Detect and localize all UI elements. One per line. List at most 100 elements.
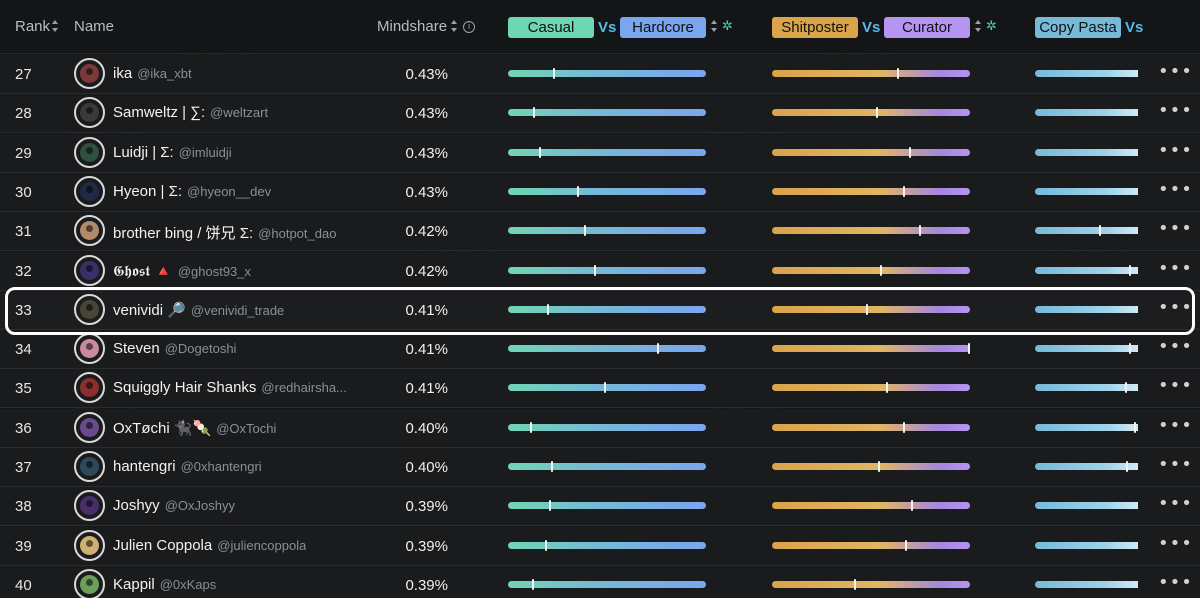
- casual-hardcore-bar: [508, 68, 706, 79]
- avatar[interactable]: [74, 490, 105, 522]
- casual-hardcore-sort-icon[interactable]: [711, 20, 717, 32]
- more-options-icon[interactable]: •••: [1158, 257, 1193, 279]
- user-name[interactable]: Joshyy @OxJoshyy: [113, 497, 235, 514]
- more-options-icon[interactable]: •••: [1158, 375, 1193, 397]
- table-row[interactable]: 31 brother bing / 饼兄 Σ: @hotpot_dao 0.42% ••…: [0, 212, 1200, 252]
- casual-hardcore-bar: [508, 107, 706, 119]
- bar-marker: [656, 343, 659, 355]
- table-row[interactable]: 40 Kappil @0xKaps 0.39% •••: [0, 565, 1200, 598]
- casual-hardcore-bar: [508, 185, 706, 197]
- hardcore-pill: Hardcore: [620, 17, 706, 38]
- more-options-icon[interactable]: •••: [1158, 493, 1193, 515]
- rank-cell: 32: [15, 262, 32, 280]
- more-options-icon[interactable]: •••: [1158, 454, 1193, 475]
- avatar[interactable]: [74, 568, 105, 598]
- avatar[interactable]: [74, 58, 105, 89]
- rank-sort-icon[interactable]: [52, 20, 58, 32]
- bar-marker: [911, 500, 914, 512]
- user-name[interactable]: 𝕲𝖍𝖔𝖘𝖙 🔺 @ghost93_x: [113, 262, 251, 280]
- display-name: Squiggly Hair Shanks: [113, 379, 257, 397]
- casual-pill: Casual: [508, 17, 594, 38]
- table-row[interactable]: 28 Samweltz | ∑: @weltzart 0.43% •••: [0, 94, 1200, 134]
- shitposter-curator-bar: [772, 68, 970, 79]
- avatar[interactable]: [74, 254, 105, 286]
- settings-gear-icon[interactable]: ✲: [986, 19, 997, 34]
- avatar[interactable]: [74, 215, 105, 247]
- table-row[interactable]: 30 Hyeon | Σ: @hyeon__dev 0.43% •••: [0, 172, 1200, 212]
- mindshare-cell: 0.42%: [405, 262, 448, 280]
- copypasta-bar: [1035, 343, 1138, 355]
- user-name[interactable]: OxTøchi 🐈‍⬛🍡 @OxTochi: [113, 419, 276, 437]
- more-options-icon[interactable]: •••: [1158, 571, 1193, 593]
- avatar[interactable]: [74, 175, 105, 207]
- rank-cell: 34: [15, 341, 32, 359]
- avatar[interactable]: [74, 293, 105, 325]
- more-options-icon[interactable]: •••: [1158, 336, 1193, 358]
- table-row[interactable]: 37 hantengri @0xhantengri 0.40% •••: [0, 448, 1200, 487]
- user-name[interactable]: Hyeon | Σ: @hyeon__dev: [113, 183, 271, 200]
- table-row[interactable]: 35 Squiggly Hair Shanks @redhairsha... 0.41…: [0, 369, 1200, 409]
- bar-marker: [539, 146, 542, 158]
- mindshare-cell: 0.41%: [405, 341, 448, 359]
- table-row[interactable]: 38 Joshyy @OxJoshyy 0.39% •••: [0, 487, 1200, 527]
- rank-column-header[interactable]: Rank: [15, 18, 51, 35]
- bar-marker: [1125, 461, 1128, 472]
- user-name[interactable]: Samweltz | ∑: @weltzart: [113, 104, 268, 121]
- mindshare-column-header[interactable]: Mindshare: [377, 18, 448, 35]
- avatar[interactable]: [74, 372, 105, 404]
- table-row[interactable]: 27 ika @ika_xbt 0.43% •••: [0, 55, 1200, 94]
- mindshare-cell: 0.39%: [405, 537, 448, 555]
- casual-hardcore-bar: [508, 264, 706, 276]
- mindshare-sort-icon[interactable]: [451, 20, 457, 32]
- more-options-icon[interactable]: •••: [1158, 139, 1193, 161]
- table-row[interactable]: 34 Steven @Dogetoshi 0.41% •••: [0, 330, 1200, 370]
- user-handle: @venividi_trade: [190, 302, 285, 318]
- avatar[interactable]: [74, 333, 105, 365]
- table-row[interactable]: 33 venividi 🔎 @venividi_trade 0.41% •••: [0, 290, 1200, 330]
- info-icon[interactable]: i: [463, 21, 475, 33]
- user-name[interactable]: Steven @Dogetoshi: [113, 340, 236, 357]
- shitposter-curator-sort-icon[interactable]: [975, 20, 981, 32]
- bar-marker: [903, 421, 906, 433]
- rank-cell: 35: [15, 380, 32, 398]
- mindshare-cell: 0.42%: [405, 223, 448, 241]
- user-name[interactable]: Squiggly Hair Shanks @redhairsha...: [113, 379, 347, 396]
- user-name[interactable]: venividi 🔎 @venividi_trade: [113, 301, 284, 319]
- avatar[interactable]: [74, 411, 105, 443]
- more-options-icon[interactable]: •••: [1158, 100, 1193, 122]
- user-name[interactable]: hantengri @0xhantengri: [113, 458, 262, 475]
- avatar[interactable]: [74, 136, 105, 168]
- more-options-icon[interactable]: •••: [1158, 532, 1193, 554]
- avatar[interactable]: [74, 529, 105, 561]
- copypasta-bar: [1035, 264, 1138, 276]
- user-name[interactable]: Luidji | Σ: @imluidji: [113, 144, 232, 161]
- more-options-icon[interactable]: •••: [1158, 218, 1193, 240]
- copypasta-bar: [1035, 305, 1138, 313]
- copypasta-pill: Copy Pasta: [1035, 17, 1121, 38]
- bar-marker: [885, 382, 888, 394]
- user-name[interactable]: ika @ika_xbt: [113, 65, 192, 82]
- table-row[interactable]: 39 Julien Coppola @juliencoppola 0.39% •••: [0, 526, 1200, 566]
- avatar[interactable]: [74, 97, 105, 129]
- casual-hardcore-bar: [508, 461, 706, 472]
- table-row[interactable]: 36 OxTøchi 🐈‍⬛🍡 @OxTochi 0.40% •••: [0, 408, 1200, 448]
- table-row[interactable]: 32 𝕲𝖍𝖔𝖘𝖙 🔺 @ghost93_x 0.42% •••: [0, 251, 1200, 291]
- user-name[interactable]: brother bing / 饼兄 Σ: @hotpot_dao: [113, 222, 336, 243]
- rank-cell: 38: [15, 498, 32, 516]
- bar-marker: [549, 500, 552, 512]
- more-options-icon[interactable]: •••: [1158, 178, 1193, 200]
- more-options-icon[interactable]: •••: [1158, 296, 1193, 318]
- bar-marker: [897, 68, 900, 79]
- table-row[interactable]: 29 Luidji | Σ: @imluidji 0.43% •••: [0, 133, 1200, 173]
- avatar[interactable]: [74, 451, 105, 482]
- bar-marker: [909, 146, 912, 158]
- mindshare-cell: 0.39%: [405, 498, 448, 516]
- user-name[interactable]: Kappil @0xKaps: [113, 576, 216, 593]
- user-name[interactable]: Julien Coppola @juliencoppola: [113, 537, 306, 554]
- more-options-icon[interactable]: •••: [1158, 414, 1193, 436]
- more-options-icon[interactable]: •••: [1158, 61, 1193, 82]
- bar-marker: [866, 303, 869, 315]
- display-name: Luidji | Σ:: [113, 143, 174, 161]
- user-handle: @ika_xbt: [137, 66, 192, 81]
- settings-gear-icon[interactable]: ✲: [722, 19, 733, 34]
